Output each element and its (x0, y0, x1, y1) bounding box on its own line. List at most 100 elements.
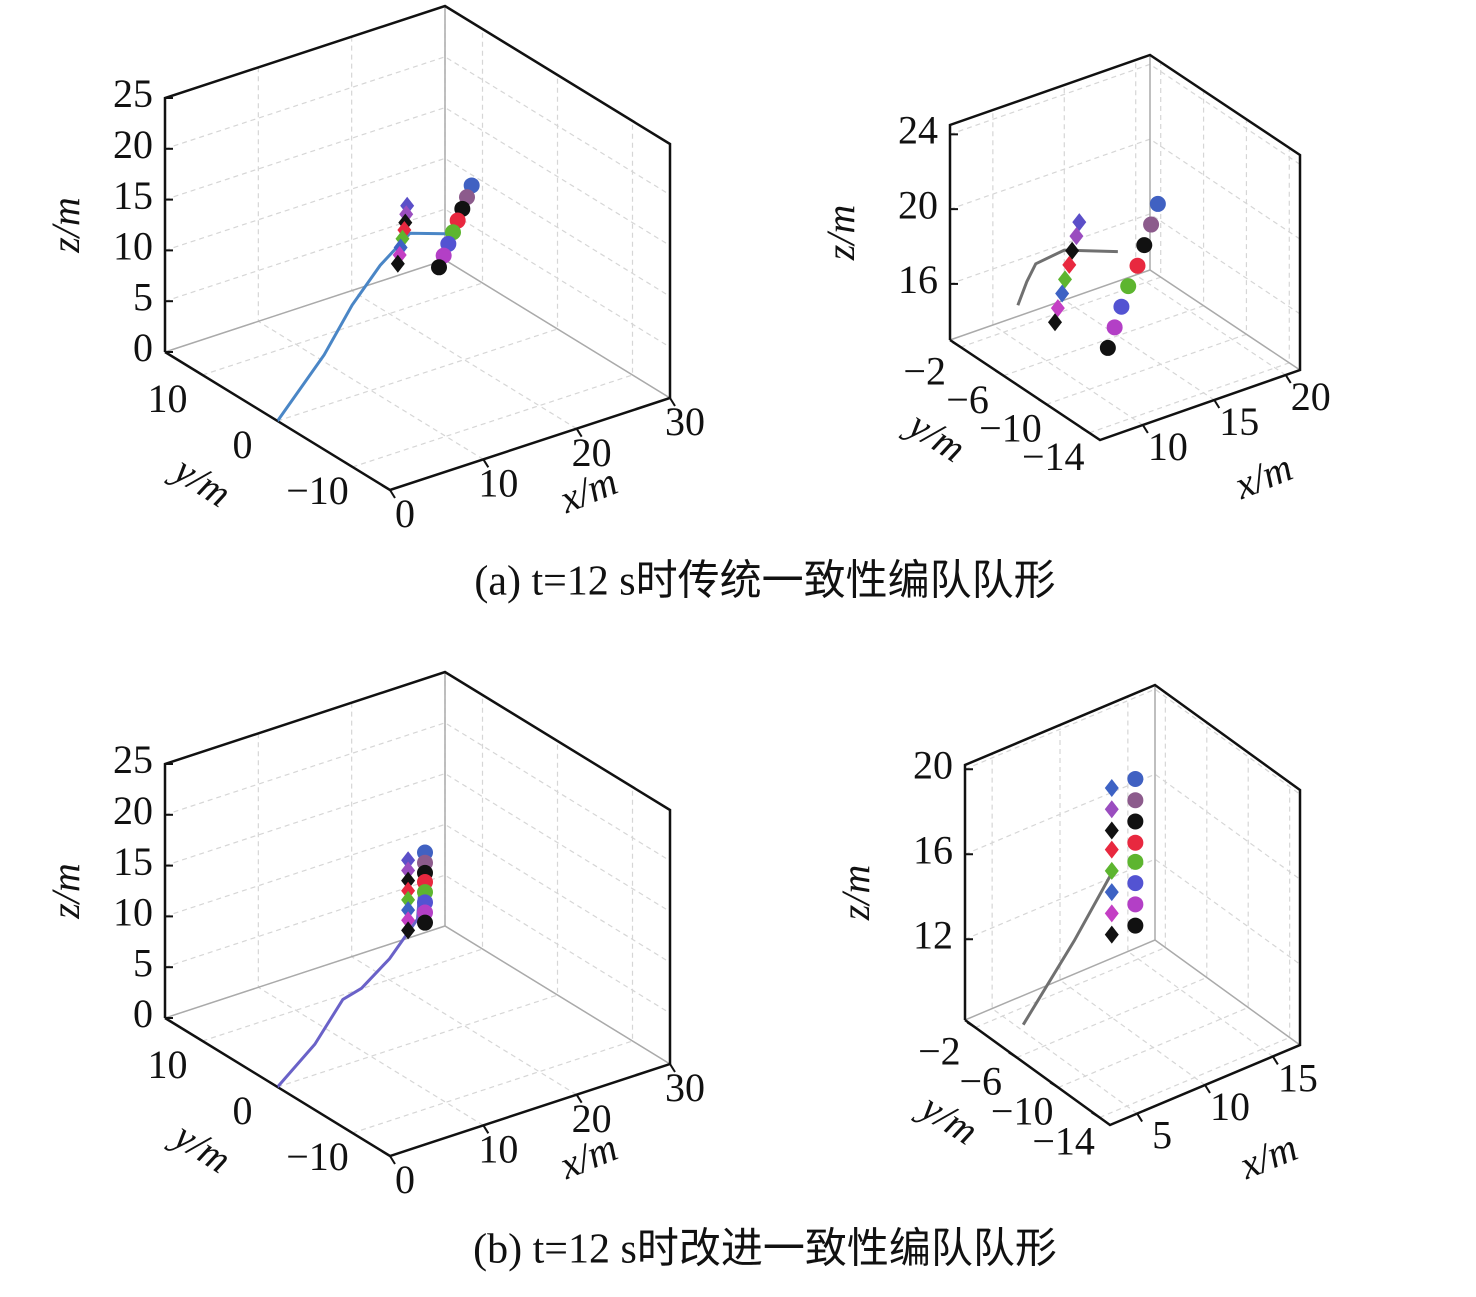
z-tick-label: 20 (913, 742, 953, 787)
x-tick (575, 1094, 583, 1104)
axes-3d (963, 683, 1302, 1127)
grid-line (164, 98, 391, 491)
grid-line (352, 787, 634, 1134)
marker (1050, 299, 1065, 318)
y-tick (193, 1035, 204, 1042)
x-tick-label: 30 (665, 1065, 705, 1110)
grid-line (949, 63, 1301, 165)
x-axis-label: x/m (1227, 444, 1298, 508)
marker (1104, 861, 1119, 880)
marker (1127, 875, 1144, 892)
y-tick (193, 369, 204, 376)
z-tick-label: 12 (913, 912, 953, 957)
marker (417, 914, 433, 931)
marker (1106, 319, 1123, 336)
trajectory (1016, 248, 1118, 306)
x-tick-label: 0 (395, 1157, 415, 1202)
y-tick (1049, 1081, 1059, 1089)
x-tick (482, 458, 490, 468)
axes-box (963, 683, 1302, 1127)
y-tick-label: −10 (286, 1134, 349, 1179)
grid-line (164, 157, 671, 297)
x-tick (1204, 1084, 1211, 1094)
inner-edge (964, 939, 1301, 1046)
z-tick-label: 5 (133, 940, 153, 985)
z-tick-label: 20 (113, 122, 153, 167)
x-tick (1136, 1113, 1143, 1123)
x-tick-label: 20 (572, 1096, 612, 1141)
axes-3d (163, 4, 672, 492)
marker (1104, 779, 1119, 797)
marker (1104, 904, 1119, 923)
marker (1065, 241, 1080, 260)
y-tick-label: −6 (946, 377, 989, 422)
z-axis-label: z/m (818, 205, 863, 262)
z-tick-label: 0 (133, 991, 153, 1036)
x-tick-label: 15 (1219, 399, 1259, 444)
y-tick-label: 0 (233, 422, 253, 467)
marker (401, 881, 416, 900)
caption: (b) t=12 s时改进一致性编队队形 (473, 1227, 1057, 1273)
marker (1127, 770, 1144, 787)
marker (401, 871, 416, 890)
z-tick-label: 0 (133, 325, 153, 370)
x-tick-label: 10 (478, 1127, 518, 1172)
inner-edge (164, 259, 671, 399)
z-tick-label: 10 (113, 224, 153, 269)
y-tick-label: −10 (979, 405, 1042, 450)
y-tick (1091, 1111, 1101, 1119)
grid-line (1046, 119, 1248, 405)
z-tick-label: 24 (898, 108, 938, 153)
x-axis-label: x/m (552, 458, 623, 522)
y-tick-label: 0 (233, 1088, 253, 1133)
grid-line (164, 259, 671, 399)
grid-line (164, 874, 671, 1014)
grid-line (351, 702, 577, 1096)
x-tick (1213, 399, 1221, 409)
z-tick-label: 15 (113, 839, 153, 884)
x-tick-label: 30 (665, 399, 705, 444)
marker (1104, 925, 1119, 944)
y-tick (1008, 1051, 1018, 1059)
marker (1055, 284, 1070, 303)
marker (1104, 840, 1119, 859)
x-tick (1284, 374, 1292, 384)
x-tick (389, 1155, 396, 1165)
z-tick-label: 25 (113, 737, 153, 782)
x-tick-label: 10 (1148, 424, 1188, 469)
x-axis-label: x/m (552, 1124, 623, 1188)
marker (401, 890, 416, 909)
x-axis-label: x/m (1232, 1124, 1303, 1188)
y-tick-label: 10 (148, 376, 188, 421)
grid-line (164, 764, 391, 1157)
z-tick-label: 20 (898, 182, 938, 227)
marker (401, 911, 416, 930)
y-axis-label: y/m (163, 1111, 239, 1182)
grid-line (164, 671, 671, 811)
grid-line (1089, 147, 1290, 434)
y-tick (1037, 398, 1047, 406)
z-tick-label: 5 (133, 274, 153, 319)
grid-line (352, 121, 634, 468)
grid-line (964, 773, 1301, 880)
grid-line (164, 772, 671, 913)
axes-box (948, 53, 1302, 442)
marker (1129, 257, 1146, 274)
trajectory (276, 896, 421, 1088)
grid-line (164, 106, 671, 247)
z-tick-label: 20 (113, 788, 153, 833)
z-axis-label: z/m (43, 197, 88, 254)
grid-line (444, 6, 671, 399)
x-tick (669, 1063, 676, 1073)
x-tick (1142, 424, 1149, 434)
y-tick (343, 461, 354, 468)
axes-box (163, 4, 672, 492)
y-tick-label: −2 (918, 1029, 961, 1074)
marker (1127, 792, 1144, 809)
x-tick-label: 15 (1278, 1056, 1318, 1101)
grid-line (164, 823, 671, 963)
inner-edge (164, 925, 671, 1065)
grid-line (164, 5, 671, 145)
marker (1136, 237, 1153, 254)
grid-line (949, 138, 1301, 240)
